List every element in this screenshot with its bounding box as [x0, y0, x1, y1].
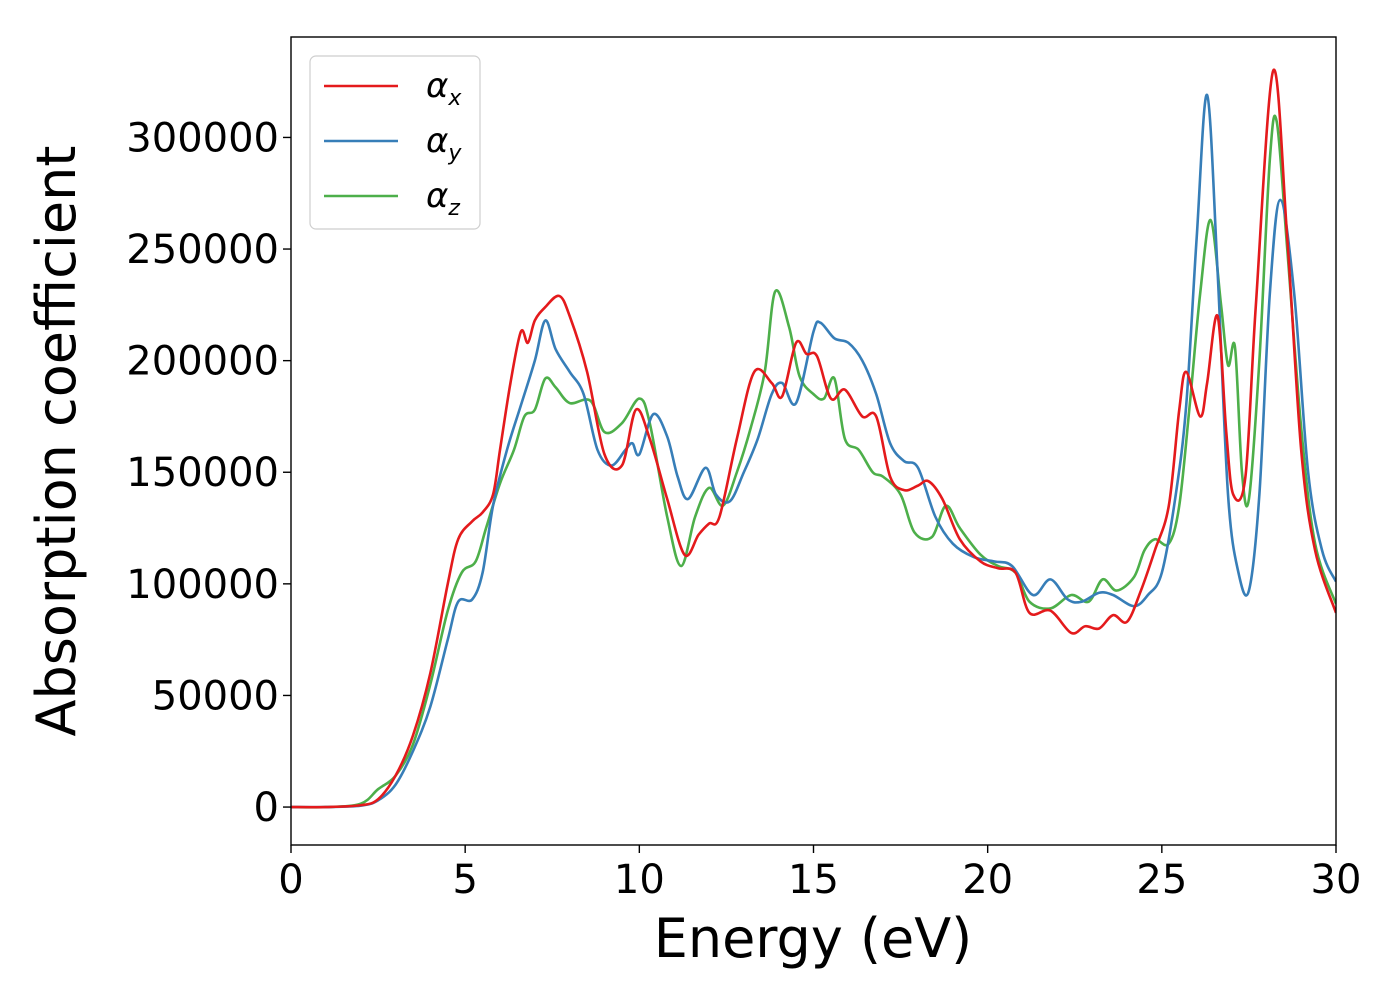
- y-tick-label: 50000: [152, 673, 279, 719]
- y-axis-ticks: 0 50000 100000 150000 200000 250000 300000: [126, 115, 291, 831]
- legend-label-y: αy: [426, 121, 462, 166]
- y-tick-label: 200000: [126, 339, 279, 385]
- series-layer: [291, 68, 1336, 809]
- series-line-x: [291, 68, 1336, 809]
- legend-label-x: αx: [426, 66, 462, 111]
- x-tick-label: 20: [962, 857, 1013, 903]
- y-tick-label: 300000: [126, 115, 279, 161]
- x-tick-label: 0: [278, 857, 303, 903]
- legend-label-z: αz: [426, 176, 460, 221]
- series-line-z: [291, 114, 1336, 809]
- x-axis-title: Energy (eV): [654, 907, 973, 970]
- y-tick-label: 250000: [126, 227, 279, 273]
- x-tick-label: 25: [1136, 857, 1187, 903]
- x-tick-label: 30: [1311, 857, 1362, 903]
- x-tick-label: 15: [788, 857, 839, 903]
- y-tick-label: 150000: [126, 450, 279, 496]
- legend-box: [309, 55, 481, 230]
- legend: αx αy αz: [309, 55, 481, 230]
- y-axis-title: Absorption coefficient: [25, 146, 88, 737]
- series-line-y: [291, 93, 1336, 809]
- x-tick-label: 10: [614, 857, 665, 903]
- x-axis-ticks: 0 5 10 15 20 25 30: [278, 845, 1361, 903]
- x-tick-label: 5: [452, 857, 477, 903]
- y-tick-label: 0: [254, 785, 279, 831]
- y-tick-label: 100000: [126, 562, 279, 608]
